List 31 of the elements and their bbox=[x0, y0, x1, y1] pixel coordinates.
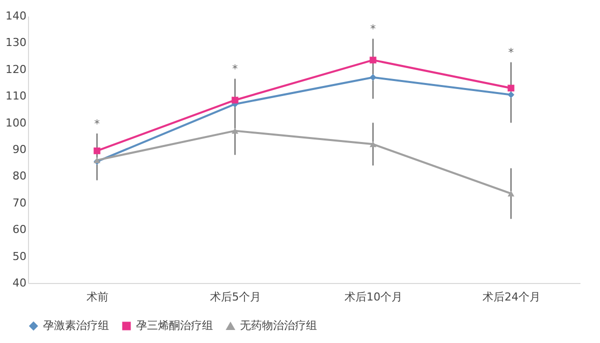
y-tick-label: 90 bbox=[12, 143, 26, 156]
y-tick-label: 100 bbox=[6, 116, 26, 130]
y-tick-label: 120 bbox=[6, 62, 26, 76]
x-tick-label: 术前 bbox=[86, 290, 108, 304]
point bbox=[508, 190, 514, 196]
x-tick-label: 术后10个月 bbox=[344, 290, 402, 304]
x-tick-label: 术后5个月 bbox=[210, 290, 261, 304]
y-tick-label: 40 bbox=[12, 276, 26, 290]
point bbox=[232, 96, 238, 104]
annotation: * bbox=[508, 46, 514, 60]
point bbox=[94, 147, 100, 154]
point bbox=[508, 91, 514, 98]
point bbox=[370, 74, 376, 81]
point bbox=[370, 141, 376, 148]
legend-label: 孕三烯酮治疗组 bbox=[136, 318, 213, 332]
annotation: * bbox=[232, 62, 238, 76]
y-tick-label: 70 bbox=[12, 196, 26, 210]
y-tick-label: 110 bbox=[6, 90, 26, 103]
annotation: * bbox=[370, 22, 376, 36]
y-tick-label: 80 bbox=[12, 170, 26, 183]
legend-label: 无药物治治疗组 bbox=[240, 319, 317, 332]
y-tick-label: 50 bbox=[12, 250, 26, 263]
point bbox=[370, 56, 376, 64]
point bbox=[508, 84, 514, 92]
x-tick-label: 术后24个月 bbox=[482, 290, 540, 304]
y-tick-label: 60 bbox=[12, 223, 26, 236]
annotation: * bbox=[94, 117, 100, 130]
y-tick-label: 130 bbox=[6, 36, 26, 50]
y-tick-label: 140 bbox=[6, 10, 26, 22]
point bbox=[232, 128, 238, 134]
legend-label: 孕激素治疗组 bbox=[43, 318, 109, 332]
